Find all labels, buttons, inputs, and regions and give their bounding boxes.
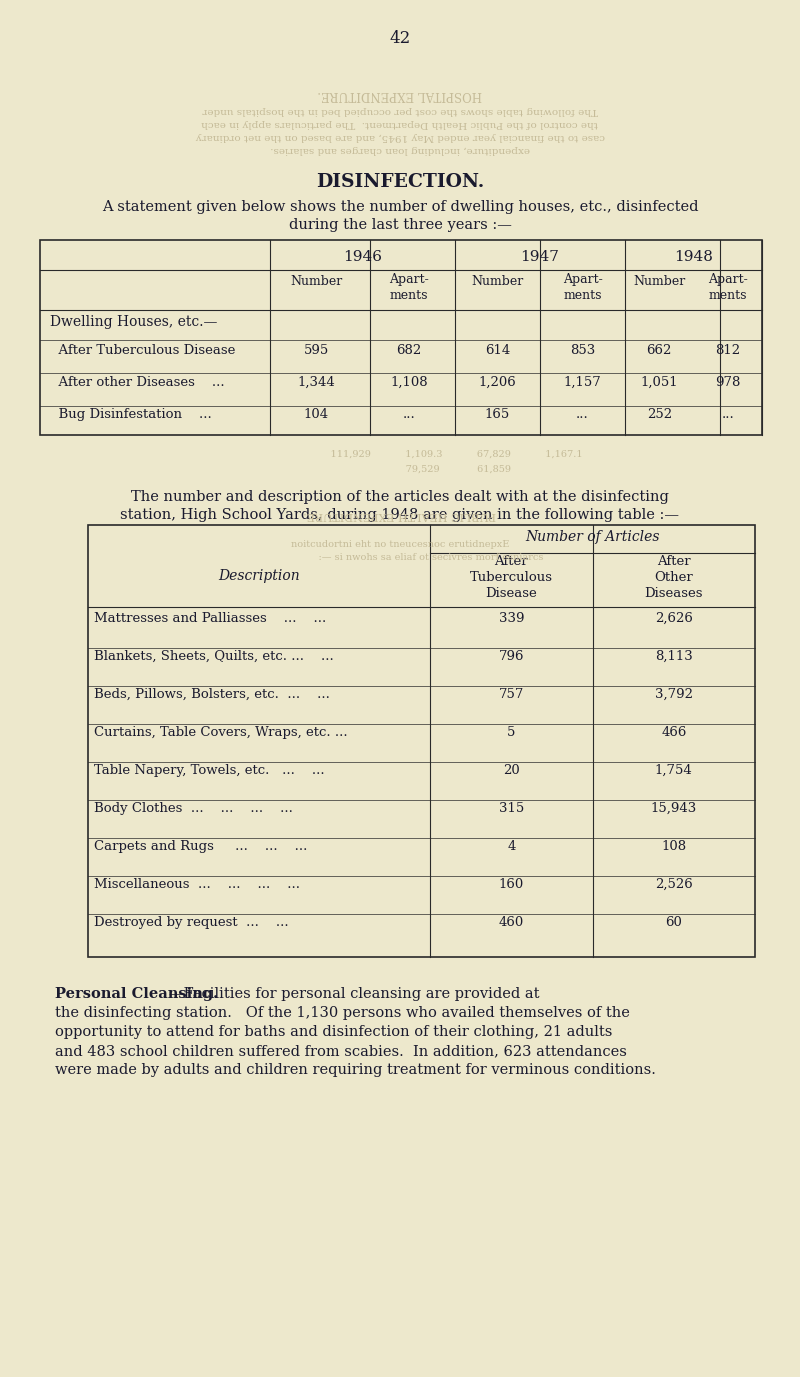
Text: 466: 466 [661,726,686,739]
Text: 2,626: 2,626 [655,611,693,625]
Text: 757: 757 [498,688,524,701]
Text: 4: 4 [507,840,515,852]
Text: 662: 662 [646,344,672,357]
Text: 160: 160 [498,879,524,891]
Text: 108: 108 [661,840,686,852]
Text: 8,113: 8,113 [655,650,693,662]
Text: opportunity to attend for baths and disinfection of their clothing, 21 adults: opportunity to attend for baths and disi… [55,1024,612,1040]
Text: HOSPITAL EXPENDITURE.: HOSPITAL EXPENDITURE. [318,88,482,101]
Text: Bug Disinfestation    ...: Bug Disinfestation ... [50,408,212,421]
Text: Miscellaneous  ...    ...    ...    ...: Miscellaneous ... ... ... ... [94,879,300,891]
Text: :— si nwohs sa eliaf ot secivres morf esniarcs: :— si nwohs sa eliaf ot secivres morf es… [256,554,544,562]
Text: Destroyed by request  ...    ...: Destroyed by request ... ... [94,916,289,929]
Text: 1,051: 1,051 [641,376,678,388]
Text: 460: 460 [498,916,524,929]
Text: case to the financial year ended May 1945, and are based on the net ordinary: case to the financial year ended May 194… [195,132,605,140]
Text: 252: 252 [646,408,672,421]
Text: Blankets, Sheets, Quilts, etc. ...    ...: Blankets, Sheets, Quilts, etc. ... ... [94,650,334,662]
Text: 1,157: 1,157 [564,376,602,388]
Text: expenditure, including loan charges and salaries.: expenditure, including loan charges and … [270,145,530,154]
Text: After other Diseases    ...: After other Diseases ... [50,376,225,388]
Text: 315: 315 [498,801,524,815]
Text: Apart-
ments: Apart- ments [562,273,602,302]
Text: —Facilities for personal cleansing are provided at: —Facilities for personal cleansing are p… [169,987,539,1001]
Text: 104: 104 [304,408,329,421]
Text: and 483 school children suffered from scabies.  In addition, 623 attendances: and 483 school children suffered from sc… [55,1044,627,1058]
Text: 42: 42 [390,30,410,47]
Text: 2,526: 2,526 [655,879,693,891]
Text: 812: 812 [715,344,740,357]
Text: 3,792: 3,792 [654,688,693,701]
Text: 1947: 1947 [521,251,559,264]
Text: 111,929           1,109.3           67,829           1,167.1: 111,929 1,109.3 67,829 1,167.1 [218,450,582,459]
Text: Number of Articles: Number of Articles [526,530,660,544]
Text: ...: ... [576,408,589,421]
Text: Number: Number [633,275,686,288]
Text: 165: 165 [485,408,510,421]
Text: 595: 595 [304,344,329,357]
Text: Dwelling Houses, etc.—: Dwelling Houses, etc.— [50,315,218,329]
Text: After
Other
Diseases: After Other Diseases [645,555,703,600]
Text: 1,754: 1,754 [655,764,693,777]
Text: Apart-
ments: Apart- ments [708,273,748,302]
Text: ...: ... [722,408,734,421]
Text: 796: 796 [498,650,524,662]
Text: the disinfecting station.   Of the 1,130 persons who availed themselves of the: the disinfecting station. Of the 1,130 p… [55,1007,630,1020]
Text: 5: 5 [507,726,515,739]
Text: noitcudortni eht no tneucesnoc erutidnepxE: noitcudortni eht no tneucesnoc erutidnep… [291,540,509,549]
Text: A statement given below shows the number of dwelling houses, etc., disinfected: A statement given below shows the number… [102,200,698,213]
Text: 853: 853 [570,344,595,357]
Text: ...: ... [402,408,415,421]
Text: Apart-
ments: Apart- ments [389,273,429,302]
Text: 20: 20 [503,764,520,777]
Text: the control of the Public Health Department.  The particulars apply in each: the control of the Public Health Departm… [202,118,598,128]
Text: Body Clothes  ...    ...    ...    ...: Body Clothes ... ... ... ... [94,801,293,815]
Bar [40,240,762,435]
Text: The number and description of the articles dealt with at the disinfecting: The number and description of the articl… [131,490,669,504]
Text: Beds, Pillows, Bolsters, etc.  ...    ...: Beds, Pillows, Bolsters, etc. ... ... [94,688,330,701]
Text: Description: Description [218,569,300,582]
Text: After
Tuberculous
Disease: After Tuberculous Disease [470,555,553,600]
Text: 1948: 1948 [674,251,713,264]
Text: 1,344: 1,344 [298,376,335,388]
Text: 1,206: 1,206 [478,376,516,388]
Text: Table Napery, Towels, etc.   ...    ...: Table Napery, Towels, etc. ... ... [94,764,325,777]
Text: 79,529            61,859: 79,529 61,859 [290,465,510,474]
Text: PUBLIC HEALTH EXPENDITURE.: PUBLIC HEALTH EXPENDITURE. [304,509,496,521]
Text: Number: Number [471,275,524,288]
Text: 978: 978 [715,376,741,388]
Text: 1946: 1946 [343,251,382,264]
Text: 614: 614 [485,344,510,357]
Bar [88,525,755,957]
Text: during the last three years :—: during the last three years :— [289,218,511,231]
Text: Mattresses and Palliasses    ...    ...: Mattresses and Palliasses ... ... [94,611,326,625]
Text: 1,108: 1,108 [390,376,427,388]
Text: station, High School Yards, during 1948 are given in the following table :—: station, High School Yards, during 1948 … [121,508,679,522]
Text: The following table shows the cost per occupied bed in the hospitals under: The following table shows the cost per o… [202,106,598,116]
Text: 682: 682 [396,344,422,357]
Text: Personal Cleansing.: Personal Cleansing. [55,987,218,1001]
Text: After Tuberculous Disease: After Tuberculous Disease [50,344,235,357]
Text: DISINFECTION.: DISINFECTION. [316,174,484,191]
Text: 15,943: 15,943 [650,801,697,815]
Text: Number: Number [290,275,342,288]
Text: 60: 60 [666,916,682,929]
Text: 339: 339 [498,611,524,625]
Text: were made by adults and children requiring treatment for verminous conditions.: were made by adults and children requiri… [55,1063,656,1077]
Text: Curtains, Table Covers, Wraps, etc. ...: Curtains, Table Covers, Wraps, etc. ... [94,726,348,739]
Text: Carpets and Rugs     ...    ...    ...: Carpets and Rugs ... ... ... [94,840,307,852]
